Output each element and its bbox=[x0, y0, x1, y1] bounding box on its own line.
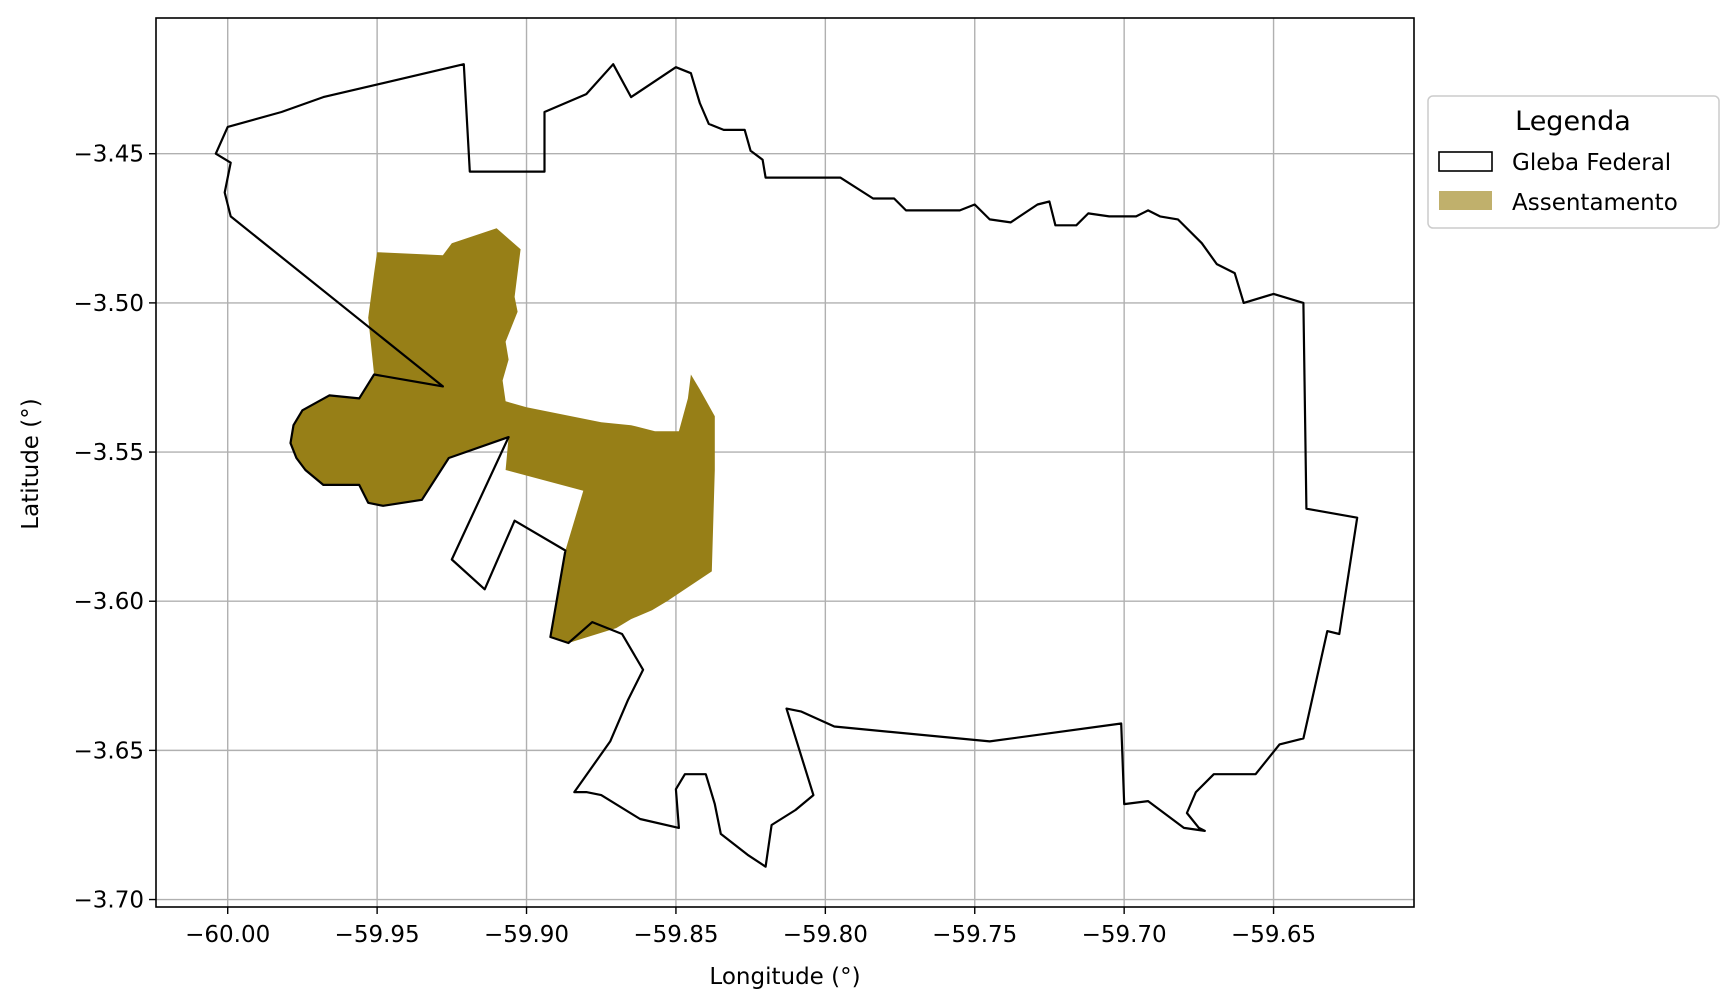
axis-ticks: −60.00 −59.95 −59.90 −59.85 −59.80 −59.75 −59.… bbox=[74, 142, 1317, 948]
x-tick-label: −59.80 bbox=[783, 922, 868, 948]
legend-label-gleba-federal: Gleba Federal bbox=[1512, 150, 1671, 176]
legend: Legenda Gleba Federal Assentamento bbox=[1427, 95, 1720, 229]
legend-swatch-assentamento bbox=[1439, 191, 1492, 210]
gleba-federal-polygon bbox=[214, 63, 1359, 868]
x-tick-label: −59.95 bbox=[335, 922, 420, 948]
y-tick-label: −3.45 bbox=[74, 142, 144, 168]
x-tick-label: −59.90 bbox=[484, 922, 569, 948]
x-tick-label: −59.65 bbox=[1231, 922, 1316, 948]
y-tick-label: −3.70 bbox=[74, 888, 144, 914]
axes-frame bbox=[155, 17, 1415, 908]
y-tick-label: −3.50 bbox=[74, 291, 144, 317]
legend-swatch-gleba-federal bbox=[1438, 151, 1493, 172]
x-tick-label: −59.70 bbox=[1082, 922, 1167, 948]
map-polygons bbox=[214, 63, 1359, 868]
legend-title: Legenda bbox=[1515, 106, 1631, 137]
x-tick-label: −59.85 bbox=[633, 922, 718, 948]
y-tick-label: −3.65 bbox=[74, 738, 144, 764]
y-axis-label: Latitude (°) bbox=[18, 398, 44, 529]
y-tick-label: −3.60 bbox=[74, 589, 144, 615]
assentamento-polygon bbox=[290, 228, 715, 644]
x-axis-label: Longitude (°) bbox=[709, 964, 860, 990]
y-tick-label: −3.55 bbox=[74, 440, 144, 466]
x-tick-label: −59.75 bbox=[932, 922, 1017, 948]
x-tick-label: −60.00 bbox=[185, 922, 270, 948]
legend-box bbox=[1427, 95, 1720, 229]
legend-label-assentamento: Assentamento bbox=[1512, 190, 1678, 216]
